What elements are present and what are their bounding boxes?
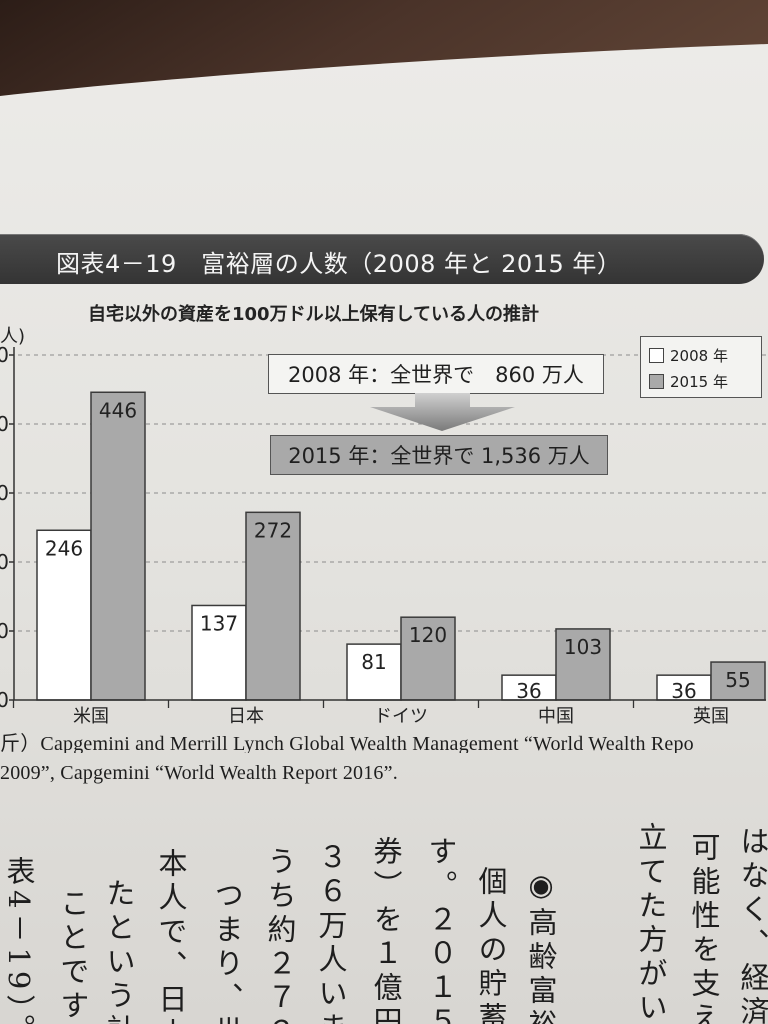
callout-2015-total: 2015 年：全世界で 1,536 万人 [270, 435, 608, 475]
down-arrow-icon [370, 393, 515, 431]
book-page [0, 44, 768, 1024]
bar-value-label: 246 [45, 536, 83, 560]
bar-value-label: 81 [361, 650, 386, 674]
figure-title: 図表4－19 富裕層の人数（2008 年と 2015 年） [56, 250, 622, 278]
bar-2015 [90, 391, 146, 701]
category-label: 英国 [693, 706, 729, 727]
legend-swatch-2015 [649, 373, 664, 389]
bar-value-label: 446 [99, 398, 137, 422]
legend-label-2008: 2008 年 [670, 346, 728, 365]
legend-item-2015: 2015 年 [649, 371, 728, 391]
body-text-column: 券）を１億円 [369, 836, 403, 1024]
section-heading-column: ◉高齢富裕 [524, 868, 558, 1024]
body-text-column: す。２０１５ [424, 836, 458, 1024]
bar-2015 [555, 628, 611, 701]
category-label: 米国 [73, 706, 109, 727]
y-tick-label: 0 [0, 412, 9, 436]
y-axis-unit-label: 人) [0, 326, 26, 347]
body-text-column: たという計算 [102, 878, 136, 1024]
legend-item-2008: 2008 年 [649, 345, 728, 365]
category-label: ドイツ [374, 706, 428, 727]
source-note-line-2: 2009”, Capgemini “World Wealth Report 20… [0, 762, 398, 784]
body-text-column: ３６万人いま [314, 842, 348, 1024]
body-text-column: うち約２７２ [263, 846, 297, 1024]
bar-2008 [346, 643, 402, 701]
bar-2015 [710, 661, 766, 701]
source-note-line-1: 斤）Capgemini and Merrill Lynch Global Wea… [0, 733, 694, 753]
bar-2015 [245, 511, 301, 701]
bar-2008 [191, 604, 247, 701]
chart-subtitle: 自宅以外の資産を100万ドル以上保有している人の推計 [88, 304, 540, 325]
bar-value-label: 120 [409, 623, 447, 647]
body-text-column: つまり、世 [210, 880, 244, 1024]
bar-value-label: 55 [725, 668, 750, 692]
category-label: 日本 [228, 706, 264, 727]
body-text-column: 立てた方がい [634, 822, 668, 1024]
bar-value-label: 103 [564, 635, 602, 659]
bar-value-label: 137 [200, 611, 238, 635]
title-band [0, 234, 764, 284]
body-text-column: 個人の貯蓄 [474, 866, 508, 1024]
y-tick-label: 0 [0, 481, 9, 505]
y-tick-label: 0 [0, 550, 9, 574]
legend-swatch-2008 [649, 347, 664, 363]
body-text-column: ことですが、 [56, 888, 90, 1024]
y-tick-label: 0 [0, 343, 9, 367]
category-label: 中国 [538, 706, 574, 727]
y-tick-label: 0 [0, 619, 9, 643]
bar-chart-plot: 0 0 0 0 0 0 246 446 米国 137 272 日本 81 120 ドイツ 36 103 中国 36 5… [0, 343, 766, 727]
callout-2008-total: 2008 年：全世界で 860 万人 [268, 354, 604, 394]
bar-value-label: 272 [254, 518, 292, 542]
legend-label-2015: 2015 年 [670, 372, 728, 391]
bar-2015 [400, 616, 456, 701]
y-tick-label: 0 [0, 688, 9, 712]
body-text-column: 可能性を支え [687, 832, 721, 1024]
bar-value-label: 36 [516, 679, 541, 703]
chart-legend: 2008 年 2015 年 [640, 336, 762, 398]
bar-value-label: 36 [671, 679, 696, 703]
body-text-column: はなく、経済 [736, 826, 768, 1024]
body-text-column: 本人で、日本 [154, 848, 188, 1024]
body-text-column: 表4－19）。 [2, 856, 36, 1024]
